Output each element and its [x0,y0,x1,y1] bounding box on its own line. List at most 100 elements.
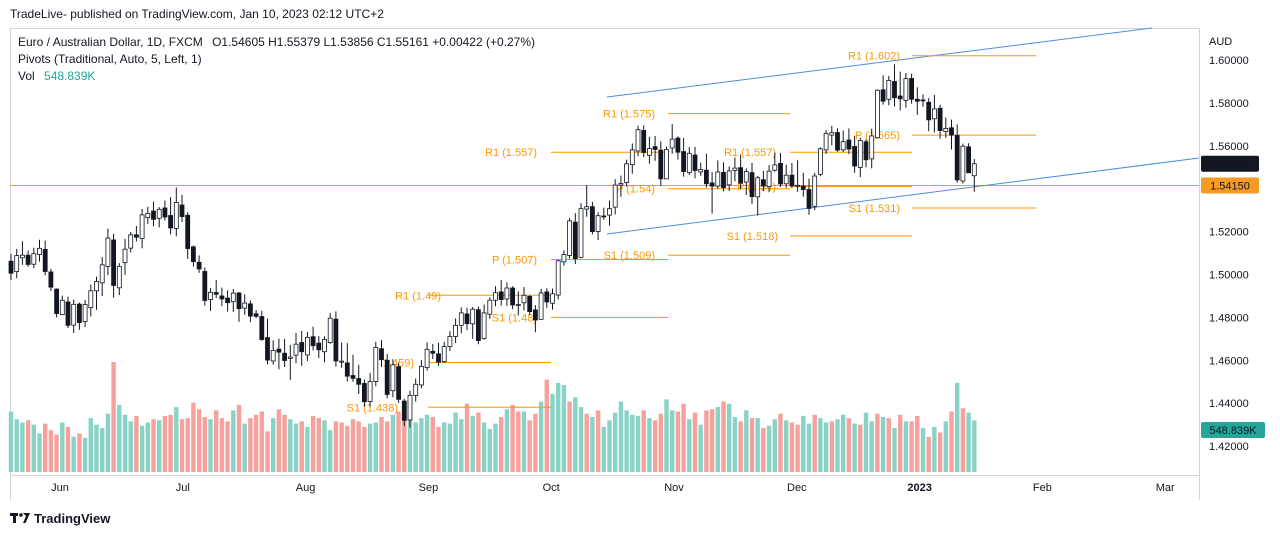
volume-bar [937,432,943,472]
channel-lower-trendline[interactable] [606,157,1200,235]
time-tick-label: Oct [543,482,560,494]
volume-bar [749,418,755,472]
volume-bar [253,414,259,472]
volume-bar [111,362,116,472]
volume-badge [1201,422,1265,438]
volume-bar [841,414,846,472]
candle-body [607,208,612,216]
price-tick-label: 1.42000 [1209,441,1249,453]
volume-bar [567,401,572,472]
candle-body [806,189,812,209]
candle-body [173,202,179,229]
candle-body [168,215,174,229]
volume-bar [550,393,555,472]
candle-body [322,339,327,353]
volume-bar [219,418,225,472]
candle-body [504,287,510,300]
candle-body [914,98,920,102]
volume-bar [271,418,276,472]
candle-body [812,175,818,207]
volume-bar [385,421,390,472]
candle-body [145,212,151,219]
volume-bar [236,404,242,472]
pivot-label: S1 (1.438) [347,402,398,414]
candle-body [800,185,806,190]
volume-bar [898,414,903,472]
candle-body [8,260,14,274]
time-tick-label: Aug [296,482,316,494]
volume-bar [932,426,937,472]
candle-body [65,301,71,326]
volume-bar [698,424,703,472]
volume-bar [413,422,418,472]
volume-bar [202,417,207,472]
candle-body [242,302,248,309]
candle-body [396,366,402,400]
candle-body [25,254,31,265]
volume-bar [339,422,344,472]
tradingview-branding: TradingView [10,511,110,526]
time-tick-label: Feb [1033,482,1052,494]
candle-body [310,336,316,347]
candle-body [54,288,59,314]
volume-bar [265,431,270,472]
price-tick-label: 1.60000 [1209,55,1249,67]
volume-bar [578,407,584,472]
candle-body [675,137,681,153]
candle-body [595,215,601,232]
candle-body [327,317,333,343]
volume-bar [362,426,367,472]
volume-bar [179,419,185,472]
candle-body [749,172,755,198]
candle-body [738,167,743,184]
volume-bar [647,418,652,472]
pivot-label: S1 (1.518) [727,231,778,243]
candle-body [293,343,299,356]
pivots-indicator-title[interactable]: Pivots (Traditional, Auto, 5, Left, 1) [18,52,202,66]
candle-body [732,167,738,171]
volume-bar [25,420,31,472]
price-tick-label: 1.48000 [1209,312,1249,324]
candle-body [493,292,498,301]
volume-indicator-title[interactable]: Vol [18,69,35,83]
candle-body [709,182,715,187]
volume-bar [795,424,800,472]
volume-bar [601,426,606,472]
volume-bar [105,413,111,472]
volume-bar [607,420,612,472]
candle-body [441,346,447,362]
candle-body [960,145,966,182]
volume-bar [869,421,874,472]
channel-upper-trendline[interactable] [606,27,1153,98]
volume-bar [652,420,658,472]
last-price-badge [1201,155,1259,172]
volume-bar [139,425,145,472]
volume-bar [960,408,966,472]
candle-body [361,383,367,403]
candle-body [179,204,185,217]
candle-body [259,316,265,340]
volume-bar [972,420,977,472]
candle-body [31,253,37,265]
volume-bar [852,423,857,472]
pivot-label: S1 (1.509) [604,250,655,262]
symbol-title[interactable]: Euro / Australian Dollar, 1D, FXCM [18,35,203,49]
candle-body [430,350,436,354]
volume-bar [955,382,960,472]
candle-body [464,313,470,325]
candle-body [447,336,453,347]
candle-body [304,336,310,356]
candle-body [424,348,430,368]
volume-bar [687,419,692,472]
candle-body [971,163,977,177]
candle-body [265,337,270,361]
candle-body [111,239,116,286]
candle-body [71,303,77,326]
candle-body [726,170,732,186]
price-tick-label: 1.56000 [1209,141,1249,153]
volume-bar [943,421,948,472]
volume-bar [635,415,641,472]
candle-body [857,140,863,168]
volume-bar [516,411,521,472]
